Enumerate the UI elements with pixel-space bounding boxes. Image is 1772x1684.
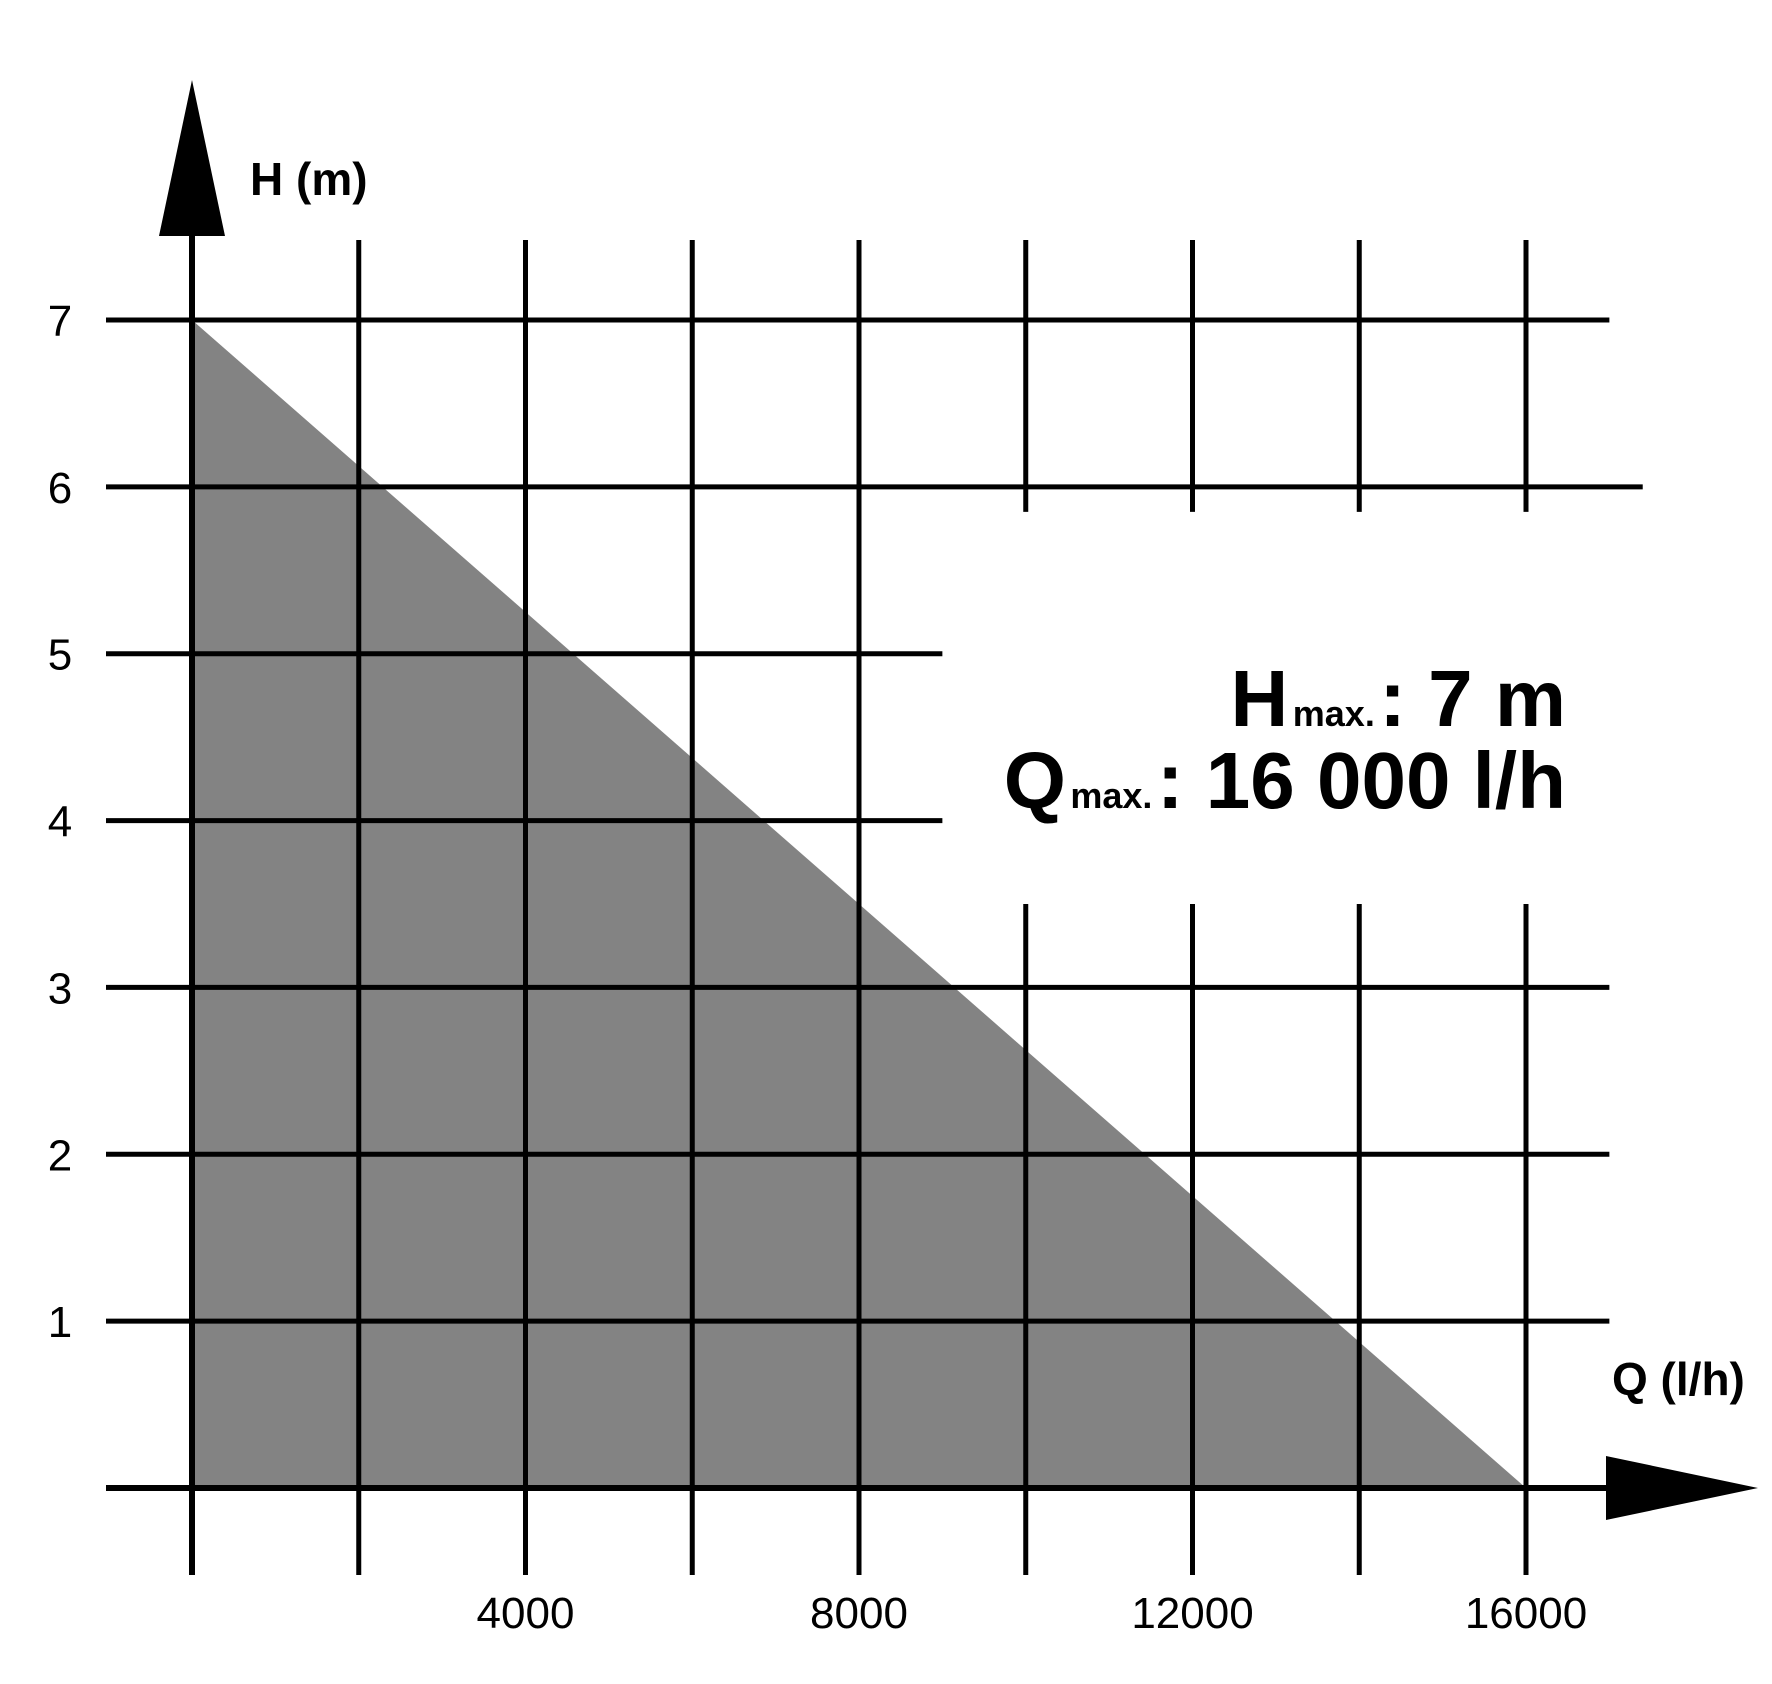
x-tick-label-8000: 8000	[810, 1589, 908, 1638]
x-tick-label-4000: 4000	[477, 1589, 575, 1638]
q-max-value: : 16 000 l/h	[1157, 736, 1566, 825]
x-tick-label-16000: 16000	[1465, 1589, 1587, 1638]
y-axis-arrow	[159, 80, 225, 236]
y-tick-label-7: 7	[48, 297, 72, 346]
h-max-subscript: max.	[1293, 693, 1375, 734]
q-max-symbol: Q	[1004, 736, 1066, 825]
y-tick-label-5: 5	[48, 631, 72, 680]
q-max-subscript: max.	[1070, 775, 1152, 816]
h-max-annotation: H max. : 7 m	[1231, 654, 1566, 743]
h-max-value: : 7 m	[1379, 654, 1566, 743]
x-axis-arrow	[1606, 1456, 1758, 1520]
y-tick-label-2: 2	[48, 1131, 72, 1180]
label-layer: 4000 8000 12000 16000 1 2 3 4 5 6 7	[48, 297, 1587, 1638]
grid-layer	[106, 240, 1643, 1575]
y-axis-title: H (m)	[250, 153, 368, 205]
y-tick-label-3: 3	[48, 964, 72, 1013]
h-max-symbol: H	[1231, 654, 1289, 743]
y-tick-label-6: 6	[48, 464, 72, 513]
x-tick-label-12000: 12000	[1131, 1589, 1253, 1638]
x-axis-title: Q (l/h)	[1612, 1353, 1745, 1405]
y-tick-label-4: 4	[48, 798, 72, 847]
y-tick-label-1: 1	[48, 1298, 72, 1347]
axis-layer	[106, 80, 1758, 1575]
q-max-annotation: Q max. : 16 000 l/h	[1004, 736, 1566, 825]
